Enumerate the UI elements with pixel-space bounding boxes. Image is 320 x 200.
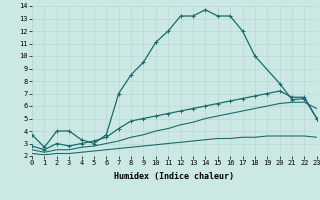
X-axis label: Humidex (Indice chaleur): Humidex (Indice chaleur) xyxy=(115,172,234,181)
